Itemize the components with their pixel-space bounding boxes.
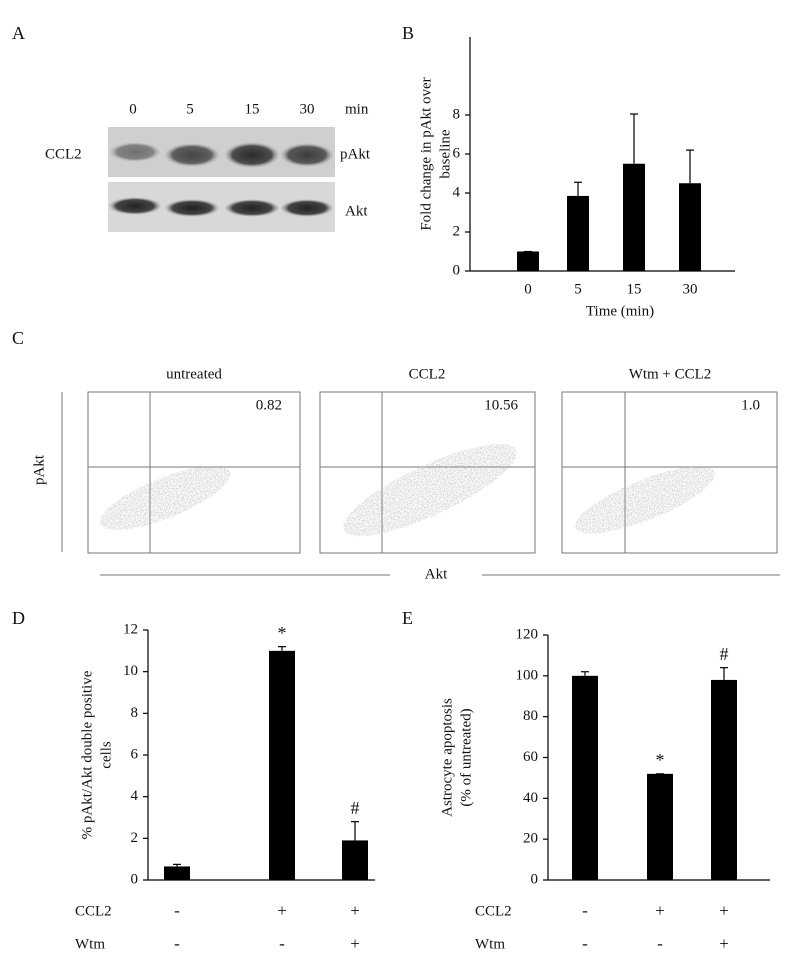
scatter-cloud — [99, 465, 231, 531]
condition-sign: - — [174, 934, 180, 953]
y-axis-label: % pAkt/Akt double positive — [79, 670, 95, 839]
y-tick-label: 10 — [123, 663, 138, 679]
condition-sign: + — [277, 901, 287, 920]
x-tick-label: 0 — [524, 281, 532, 297]
row-label: pAkt — [340, 146, 371, 162]
x-tick-label: 5 — [574, 281, 582, 297]
axis-label: pAkt — [31, 454, 47, 485]
bar — [164, 866, 190, 880]
y-tick-label: 60 — [523, 749, 538, 765]
y-tick-label: 6 — [131, 746, 139, 762]
treatment-label: CCL2 — [45, 146, 82, 162]
flow-cytometry: untreated CCL2 Wtm + CCL2 0.82 10.56 1.0… — [31, 366, 780, 582]
axis-label: Akt — [425, 566, 448, 582]
scatter-cloud — [343, 443, 517, 537]
bar — [342, 840, 368, 880]
y-axis-label: Astrocyte apoptosis — [439, 698, 455, 817]
blot-band — [108, 197, 162, 215]
y-tick-label: 12 — [123, 621, 138, 637]
time-label: 15 — [245, 101, 260, 117]
y-axis-label: cells — [98, 741, 114, 769]
blot-band — [109, 142, 161, 162]
time-label: 0 — [129, 101, 137, 117]
bar — [623, 163, 645, 271]
y-axis-label: (% of untreated) — [458, 708, 474, 806]
y-tick-label: 120 — [516, 626, 539, 642]
bar — [572, 675, 598, 880]
significance-marker: * — [656, 750, 665, 770]
condition-name: CCL2 — [75, 903, 112, 919]
y-tick-label: 4 — [131, 788, 139, 804]
y-tick-label: 100 — [516, 667, 539, 683]
condition-name: Wtm — [475, 936, 505, 952]
condition-name: Wtm — [75, 936, 105, 952]
blot-band — [280, 143, 334, 167]
plot-frame — [319, 391, 536, 554]
bar — [711, 679, 737, 880]
panel-label: D — [12, 608, 25, 628]
y-tick-label: 2 — [453, 223, 461, 239]
y-tick-label: 40 — [523, 790, 538, 806]
x-tick-label: 30 — [683, 281, 698, 297]
y-axis-label: baseline — [437, 129, 453, 178]
condition-sign: + — [350, 934, 360, 953]
y-tick-label: 8 — [131, 705, 139, 721]
row-label: Akt — [345, 203, 368, 219]
time-label: 5 — [186, 101, 194, 117]
panel-label: B — [402, 23, 414, 43]
time-label: 30 — [300, 101, 315, 117]
quadrant-value: 1.0 — [741, 397, 760, 413]
plot-frame — [87, 391, 301, 554]
y-tick-label: 0 — [531, 871, 539, 887]
y-tick-label: 0 — [131, 871, 139, 887]
condition-sign: - — [582, 901, 588, 920]
bar — [517, 251, 539, 271]
quadrant-value: 10.56 — [484, 397, 518, 413]
bar — [567, 195, 589, 271]
y-tick-label: 8 — [453, 106, 461, 122]
bar — [679, 183, 701, 271]
bar — [647, 773, 673, 880]
blot-band — [280, 199, 334, 217]
significance-marker: # — [720, 644, 729, 664]
condition-sign: - — [582, 934, 588, 953]
condition-sign: + — [719, 901, 729, 920]
significance-marker: # — [351, 798, 360, 818]
y-tick-label: 0 — [453, 262, 461, 278]
condition-sign: + — [655, 901, 665, 920]
plot-frame — [561, 391, 778, 554]
condition-sign: - — [657, 934, 663, 953]
condition-sign: - — [174, 901, 180, 920]
blot-band — [224, 199, 280, 217]
quadrant-value: 0.82 — [256, 397, 282, 413]
blot-band — [164, 143, 220, 167]
panel-label: E — [402, 608, 413, 628]
y-tick-label: 4 — [453, 184, 461, 200]
plot-title: Wtm + CCL2 — [629, 366, 712, 382]
significance-marker: * — [278, 623, 287, 643]
blot-band — [224, 142, 280, 168]
y-tick-label: 80 — [523, 708, 538, 724]
condition-sign: + — [350, 901, 360, 920]
y-tick-label: 6 — [453, 145, 461, 161]
y-axis-label: Fold change in pAkt over — [418, 77, 434, 230]
x-tick-label: 15 — [627, 281, 642, 297]
plot-title: CCL2 — [409, 366, 446, 382]
condition-sign: - — [279, 934, 285, 953]
panel-label: A — [12, 23, 25, 43]
condition-name: CCL2 — [475, 903, 512, 919]
y-tick-label: 2 — [131, 830, 139, 846]
bar — [269, 650, 295, 880]
y-tick-label: 20 — [523, 831, 538, 847]
western-blot: 0 5 15 30 min CCL2 pAkt Akt — [45, 101, 371, 232]
blot-band — [164, 199, 220, 217]
time-unit: min — [345, 101, 369, 117]
condition-sign: + — [719, 934, 729, 953]
x-axis-label: Time (min) — [586, 303, 654, 319]
plot-title: untreated — [166, 366, 222, 382]
scatter-cloud — [575, 466, 715, 534]
panel-label: C — [12, 328, 24, 348]
